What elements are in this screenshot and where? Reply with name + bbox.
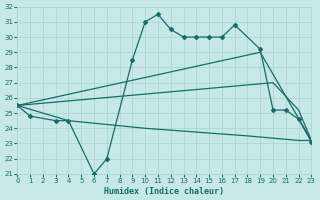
X-axis label: Humidex (Indice chaleur): Humidex (Indice chaleur) [104,187,224,196]
